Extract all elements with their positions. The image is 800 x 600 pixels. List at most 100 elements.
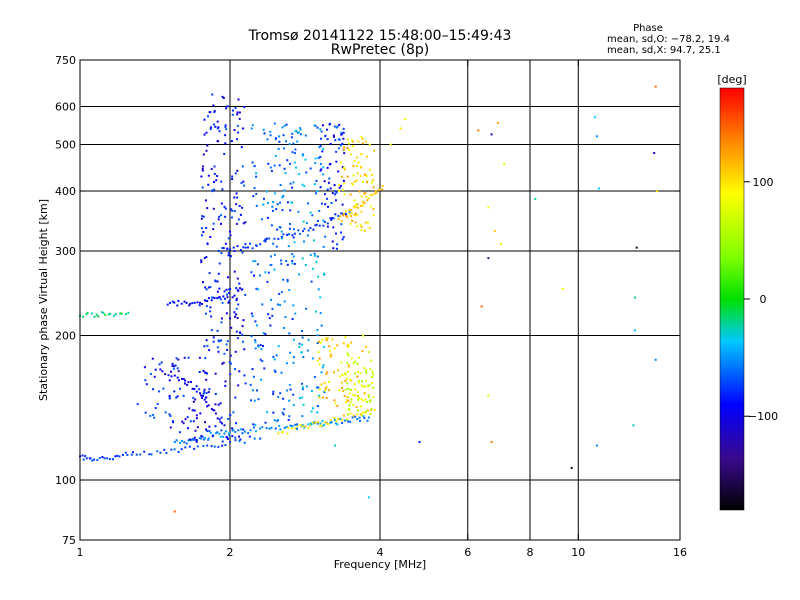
data-point [362,180,365,183]
data-point [230,208,233,211]
data-point [312,407,314,410]
data-point [144,411,147,414]
data-point [286,233,289,236]
data-point [372,213,375,216]
data-point [239,287,241,290]
data-point [231,427,234,430]
data-point [273,419,276,422]
data-point [188,304,191,307]
data-point [221,422,223,425]
data-point [189,302,192,305]
data-point [268,427,271,430]
data-point [214,393,217,395]
data-point [324,203,327,206]
data-point [226,340,229,343]
data-point [316,359,319,362]
data-point [169,426,172,429]
data-point [273,164,276,167]
data-point [93,458,96,461]
data-point [225,293,228,296]
data-point [347,354,350,357]
data-point [289,351,292,354]
data-point [341,238,344,241]
data-point [206,300,209,302]
data-point [90,312,93,315]
data-point [273,358,276,361]
data-point [273,237,276,240]
data-point [327,205,329,208]
data-point [220,429,223,432]
data-point [316,405,319,407]
data-point [334,213,337,216]
data-point [278,424,281,427]
data-point [277,345,280,348]
data-point [355,156,358,159]
data-point [487,394,490,397]
data-point [329,163,332,165]
data-point [218,340,221,343]
data-point [189,420,192,423]
data-point [250,271,253,274]
data-point [237,384,240,387]
data-point [333,416,336,419]
data-point [301,388,304,391]
data-point [318,357,321,360]
data-point [255,287,258,290]
data-point [367,416,370,419]
data-point [244,430,246,433]
data-point [321,419,324,422]
data-point [364,192,367,194]
data-point [317,288,320,291]
data-point [317,275,320,278]
data-point [363,229,366,232]
data-point [363,367,366,369]
data-point [338,184,340,187]
data-point [358,190,361,193]
data-point [309,167,312,170]
data-point [228,434,231,437]
data-point [229,441,231,443]
data-point [355,406,358,408]
data-point [315,260,318,263]
data-point [310,280,313,283]
data-point [149,414,152,417]
data-point [243,348,246,351]
data-point [168,379,171,382]
data-point [362,334,365,337]
data-point [200,435,203,437]
data-point [217,126,220,129]
data-point [290,427,293,430]
data-point [201,435,204,438]
data-point [299,424,302,426]
data-point [292,361,295,364]
data-point [181,440,184,442]
data-point [207,437,210,440]
data-point [368,400,371,403]
data-point [309,227,312,229]
data-point [212,340,215,343]
data-point [324,389,327,392]
data-point [269,134,272,137]
data-point [268,237,271,240]
data-point [258,274,261,277]
data-point [253,437,256,440]
data-point [503,163,506,166]
data-point [343,168,346,171]
data-point [326,225,329,228]
data-point [322,224,325,227]
data-point [227,291,230,294]
data-point [205,131,208,134]
data-point [252,195,255,198]
data-point [354,415,357,418]
data-point [203,437,206,440]
data-point [319,296,322,299]
data-point [191,302,194,305]
data-point [228,300,231,303]
data-point [326,337,329,340]
data-point [346,396,349,399]
data-point [332,134,335,137]
data-point [336,404,339,407]
data-point [322,219,325,222]
data-point [299,127,302,130]
data-point [187,427,189,430]
